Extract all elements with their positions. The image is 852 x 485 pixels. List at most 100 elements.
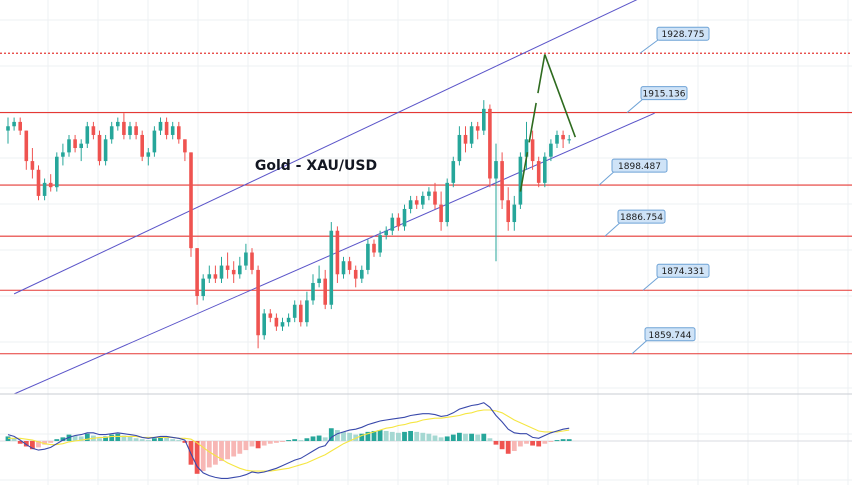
macd-histogram-bar — [54, 439, 60, 441]
macd-histogram-bar — [139, 439, 145, 441]
macd-histogram-bar — [322, 437, 328, 441]
macd-histogram-bar — [566, 439, 572, 441]
macd-histogram-bar — [505, 441, 511, 454]
candle-body — [475, 126, 480, 131]
macd-histogram-bar — [274, 441, 279, 443]
candle — [116, 117, 120, 131]
macd-histogram-bar — [371, 430, 377, 441]
candle — [439, 191, 443, 231]
candle-body — [482, 108, 486, 131]
macd-histogram-bar — [481, 433, 487, 441]
candle — [317, 265, 321, 288]
macd-histogram-bar — [414, 431, 420, 441]
macd-histogram-bar — [158, 436, 163, 441]
macd-histogram-bar — [560, 439, 566, 441]
macd-histogram-bar — [176, 440, 182, 442]
level-value: 1915.136 — [643, 90, 686, 100]
candle — [402, 204, 407, 231]
level-value: 1859.744 — [649, 331, 692, 341]
candle — [530, 130, 535, 170]
candle — [91, 121, 96, 140]
channel-upper-line — [13, 0, 638, 295]
candle — [512, 195, 517, 231]
macd-histogram-bar — [432, 435, 438, 441]
macd-histogram-bar — [103, 436, 108, 441]
macd-histogram-bar — [152, 438, 157, 441]
candle — [268, 309, 273, 323]
macd-histogram-bar — [182, 441, 188, 443]
candle-body — [518, 156, 523, 205]
candle-body — [207, 274, 212, 279]
forecast-segment — [544, 54, 577, 138]
candle-body — [134, 126, 138, 135]
candle-body — [67, 139, 71, 153]
candle-body — [274, 317, 279, 327]
candle-body — [396, 217, 401, 227]
macd-histogram-bar — [280, 441, 285, 442]
macd-histogram-bar — [78, 436, 84, 441]
candle — [128, 121, 132, 140]
macd-histogram-bar — [200, 441, 206, 472]
candle-body — [353, 269, 358, 279]
macd-histogram-bar — [97, 438, 102, 441]
candle — [360, 265, 364, 283]
candle-body — [219, 265, 224, 279]
candle — [140, 130, 144, 162]
candle-body — [24, 130, 29, 162]
macd-histogram-bar — [60, 437, 66, 441]
macd-histogram-bar — [11, 438, 17, 441]
macd-histogram-bar — [444, 436, 450, 441]
level-label: 1874.331 — [642, 263, 710, 291]
candle — [195, 248, 199, 305]
macd-histogram-bar — [310, 436, 316, 441]
macd-histogram-bar — [536, 441, 542, 447]
macd-histogram-bar — [542, 441, 548, 444]
label-box — [656, 26, 710, 41]
candle — [286, 313, 291, 327]
candle — [536, 156, 541, 188]
macd-histogram-bar — [213, 441, 218, 465]
candle-body — [286, 317, 291, 323]
candle — [12, 117, 16, 131]
candle-body — [109, 126, 114, 140]
candle-body — [91, 126, 96, 135]
candle-body — [530, 139, 535, 162]
macd-histogram-bar — [347, 432, 352, 441]
candle — [152, 126, 157, 157]
candle — [109, 121, 114, 144]
macd-histogram-bar — [530, 441, 535, 446]
candle-body — [469, 126, 474, 144]
candle-body — [238, 265, 242, 275]
candle-body — [366, 243, 370, 270]
candle-body — [116, 121, 120, 127]
macd-histogram-bar — [316, 435, 322, 441]
macd-histogram-bar — [450, 434, 456, 441]
candle — [457, 126, 462, 166]
candle-body — [561, 134, 565, 140]
candle — [347, 256, 352, 275]
candle-body — [323, 278, 327, 305]
candle — [506, 187, 510, 231]
candle — [250, 248, 254, 275]
candle — [262, 309, 266, 340]
candle-body — [329, 230, 334, 305]
level-value: 1874.331 — [662, 267, 705, 277]
macd-histogram-bar — [255, 441, 261, 449]
candle — [231, 261, 236, 283]
candle-body — [390, 217, 395, 231]
candle-body — [341, 261, 346, 275]
candlestick-series — [6, 100, 571, 349]
candle — [207, 265, 212, 283]
macd-histogram-bar — [84, 433, 90, 441]
horizontal-levels — [0, 52, 852, 355]
macd-histogram-bar — [164, 437, 169, 441]
candle — [451, 156, 456, 188]
macd-histogram-bar — [524, 441, 529, 444]
candle-body — [36, 169, 41, 196]
candle — [353, 265, 358, 288]
candle-body — [244, 252, 248, 266]
candle-body — [262, 313, 266, 336]
candle-body — [231, 269, 236, 275]
trend-channel — [13, 0, 655, 395]
candle-body — [42, 182, 47, 196]
